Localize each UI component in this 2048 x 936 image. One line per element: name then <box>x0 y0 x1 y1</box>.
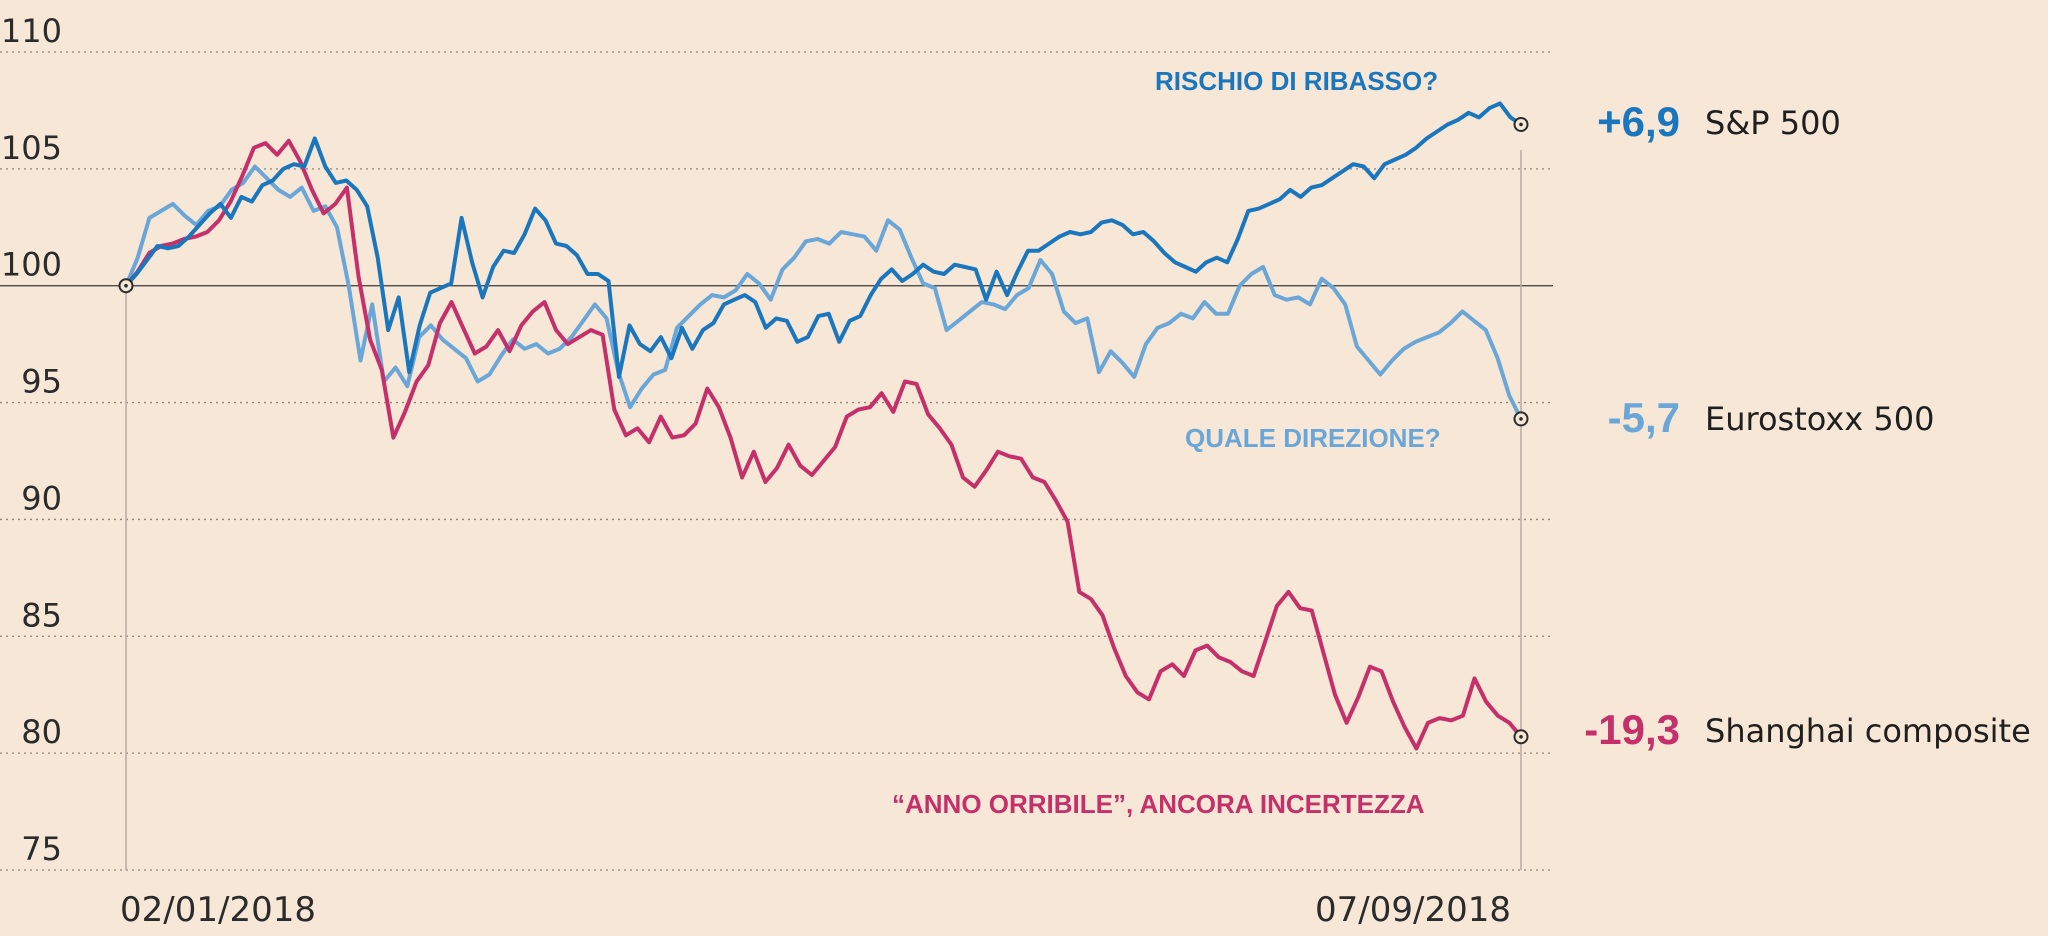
series-line-eurostoxx <box>124 164 1523 421</box>
end-value-shanghai: -19,3 <box>1584 706 1680 753</box>
y-tick-label: 110 <box>1 12 62 50</box>
series-name-shanghai: Shanghai composite <box>1705 712 2031 750</box>
y-tick-label: 105 <box>1 129 62 167</box>
y-tick-label: 80 <box>21 713 62 751</box>
y-tick-label: 95 <box>21 363 62 401</box>
end-marker-dot-eurostoxx <box>1519 417 1523 421</box>
end-marker-dot-sp500 <box>1519 122 1523 127</box>
start-marker-dot <box>124 283 128 288</box>
annotation-eurostoxx: QUALE DIREZIONE? <box>1185 423 1441 453</box>
series-line-sp500 <box>124 101 1523 379</box>
annotations: RISCHIO DI RIBASSO? QUALE DIREZIONE? “AN… <box>892 66 1441 819</box>
y-tick-label: 85 <box>21 596 62 634</box>
grid <box>0 51 1553 871</box>
end-value-sp500: +6,9 <box>1597 98 1680 145</box>
series-group <box>118 101 1529 751</box>
end-marker-dot-shanghai <box>1519 734 1523 739</box>
x-tick-label-end: 07/09/2018 <box>1315 890 1511 930</box>
y-axis: 110 105 100 95 90 85 80 75 <box>1 12 62 868</box>
y-tick-label: 90 <box>21 479 62 517</box>
x-tick-label-start: 02/01/2018 <box>120 890 316 930</box>
series-line-shanghai <box>124 138 1523 751</box>
end-labels: +6,9 S&P 500 -5,7 Eurostoxx 500 -19,3 Sh… <box>1584 98 2031 753</box>
x-axis: 02/01/2018 07/09/2018 <box>120 150 1522 930</box>
annotation-shanghai: “ANNO ORRIBILE”, ANCORA INCERTEZZA <box>892 789 1425 819</box>
y-tick-label: 100 <box>1 246 62 284</box>
series-name-sp500: S&P 500 <box>1705 104 1841 142</box>
series-name-eurostoxx: Eurostoxx 500 <box>1705 400 1934 438</box>
y-tick-label: 75 <box>21 830 62 868</box>
annotation-sp500: RISCHIO DI RIBASSO? <box>1155 66 1438 96</box>
end-value-eurostoxx: -5,7 <box>1608 394 1680 441</box>
